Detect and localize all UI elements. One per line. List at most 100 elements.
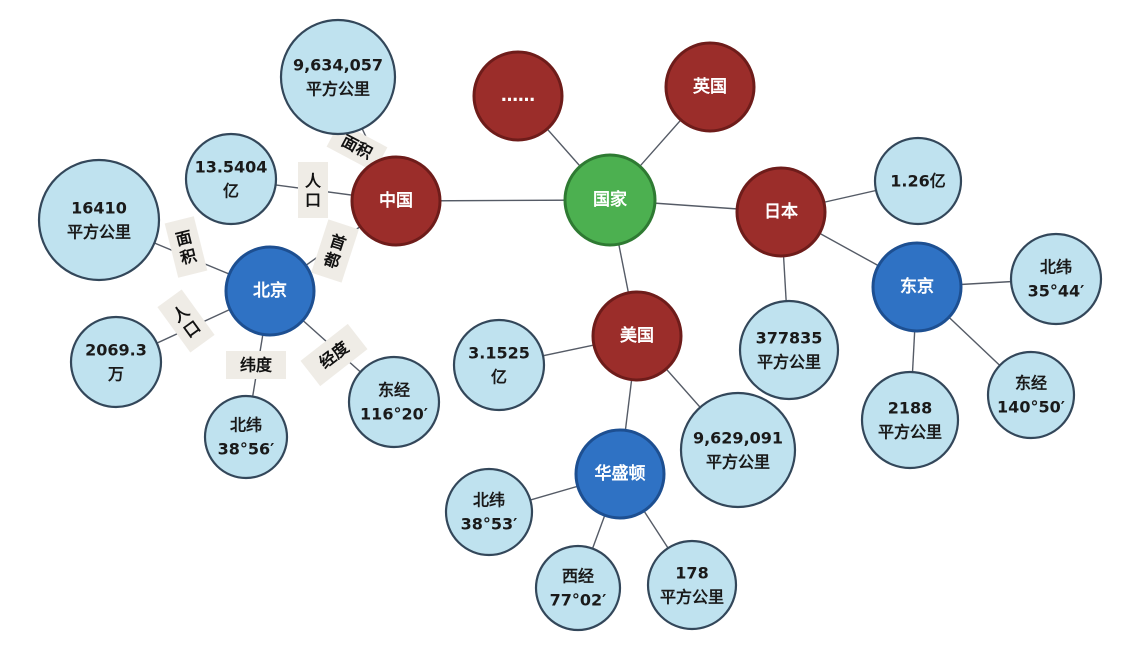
node-label: 中国	[379, 190, 413, 211]
node-value-line: 13.5404	[195, 158, 268, 177]
node-value-line: 2188	[888, 399, 933, 418]
node-value-line: 北纬	[1040, 258, 1072, 277]
node-value-line: 平方公里	[878, 423, 942, 442]
node-circle	[574, 428, 666, 520]
node-more: ……	[472, 50, 564, 142]
node-china-area: 9,634,057 平方公里	[279, 18, 397, 136]
node-value-line: 东经	[1015, 374, 1047, 393]
node-value-line: 平方公里	[706, 453, 770, 472]
node-tokyo: 东京	[871, 241, 963, 333]
node-root: 国家	[563, 153, 657, 247]
node-japan: 日本	[735, 166, 827, 258]
node-value-line: 西经	[562, 567, 594, 586]
node-usa-area: 9,629,091 平方公里	[679, 391, 797, 509]
node-wash-lat: 北纬 38°53′	[444, 467, 534, 557]
node-value-line: 35°44′	[1028, 282, 1085, 301]
node-circle	[591, 290, 683, 382]
node-beijing-area: 16410 平方公里	[37, 158, 161, 282]
edge-label-text: 纬度	[240, 356, 273, 375]
node-label: 北京	[253, 280, 287, 301]
node-value-line: 平方公里	[757, 353, 821, 372]
node-circle	[472, 50, 564, 142]
node-circle	[679, 391, 797, 509]
node-value-line: 亿	[223, 182, 239, 201]
node-value-line: 平方公里	[306, 80, 370, 99]
node-tokyo-lat: 北纬 35°44′	[1009, 232, 1103, 326]
node-beijing-lat: 北纬 38°56′	[203, 394, 289, 480]
node-beijing-lon: 东经 116°20′	[347, 355, 441, 449]
node-value-line: 38°56′	[218, 440, 275, 459]
node-japan-pop: 1.26亿	[873, 136, 963, 226]
node-china: 中国	[350, 155, 442, 247]
node-label: 国家	[593, 189, 627, 210]
edge-label-beijing-area: 面积	[164, 216, 208, 278]
node-circle	[350, 155, 442, 247]
node-value-line: 北纬	[473, 491, 505, 510]
node-value-line: 平方公里	[660, 588, 724, 607]
node-label: 华盛顿	[595, 463, 646, 484]
node-circle	[563, 153, 657, 247]
edge-label-text: 人口	[305, 171, 322, 209]
node-circle	[224, 245, 316, 337]
node-beijing: 北京	[224, 245, 316, 337]
node-uk: 英国	[664, 41, 756, 133]
node-value-line: 亿	[491, 368, 507, 387]
node-circle	[738, 299, 840, 401]
node-circle	[646, 539, 738, 631]
node-value-line: 9,629,091	[693, 429, 783, 448]
node-circle	[347, 355, 441, 449]
node-circle	[873, 136, 963, 226]
node-circle	[534, 544, 622, 632]
node-value-line: 1.26亿	[890, 172, 945, 191]
edge-label-beijing-pop: 人口	[157, 289, 215, 353]
node-value-line: 140°50′	[997, 398, 1065, 417]
node-circle	[860, 370, 960, 470]
edge-label-china-pop: 人口	[298, 162, 328, 218]
node-usa: 美国	[591, 290, 683, 382]
node-circle	[444, 467, 534, 557]
node-tokyo-lon: 东经 140°50′	[986, 350, 1076, 440]
node-circle	[735, 166, 827, 258]
node-value-line: 116°20′	[360, 405, 428, 424]
node-wash-area: 178 平方公里	[646, 539, 738, 631]
node-value-line: 9,634,057	[293, 56, 383, 75]
node-circle	[1009, 232, 1103, 326]
node-label: ……	[501, 86, 535, 106]
edge-label-beijing-lat: 纬度	[226, 351, 286, 379]
node-value-line: 2069.3	[85, 341, 147, 360]
node-wash-lon: 西经 77°02′	[534, 544, 622, 632]
node-circle	[871, 241, 963, 333]
node-circle	[37, 158, 161, 282]
node-label: 英国	[693, 76, 727, 97]
node-circle	[452, 318, 546, 412]
node-value-line: 16410	[71, 199, 127, 218]
node-beijing-pop: 2069.3 万	[69, 315, 163, 409]
node-label: 日本	[764, 201, 798, 222]
edge-label-text: 面积	[174, 227, 199, 268]
node-value-line: 3.1525	[468, 344, 530, 363]
edge-label-text: 首都	[321, 230, 349, 271]
node-value-line: 平方公里	[67, 223, 131, 242]
node-usa-pop: 3.1525 亿	[452, 318, 546, 412]
node-circle	[664, 41, 756, 133]
node-value-line: 377835	[756, 329, 823, 348]
node-circle	[203, 394, 289, 480]
edge-label-china-capital: 首都	[311, 219, 359, 283]
node-japan-area: 377835 平方公里	[738, 299, 840, 401]
node-circle	[184, 132, 278, 226]
node-circle	[279, 18, 397, 136]
node-label: 美国	[620, 325, 654, 346]
node-tokyo-area: 2188 平方公里	[860, 370, 960, 470]
node-value-line: 178	[675, 564, 708, 583]
node-value-line: 万	[107, 365, 124, 384]
node-washington: 华盛顿	[574, 428, 666, 520]
node-value-line: 东经	[378, 381, 410, 400]
node-china-pop: 13.5404 亿	[184, 132, 278, 226]
node-label: 东京	[900, 276, 934, 297]
node-value-line: 北纬	[230, 416, 262, 435]
node-circle	[986, 350, 1076, 440]
node-value-line: 38°53′	[461, 515, 518, 534]
node-circle	[69, 315, 163, 409]
node-value-line: 77°02′	[550, 591, 607, 610]
